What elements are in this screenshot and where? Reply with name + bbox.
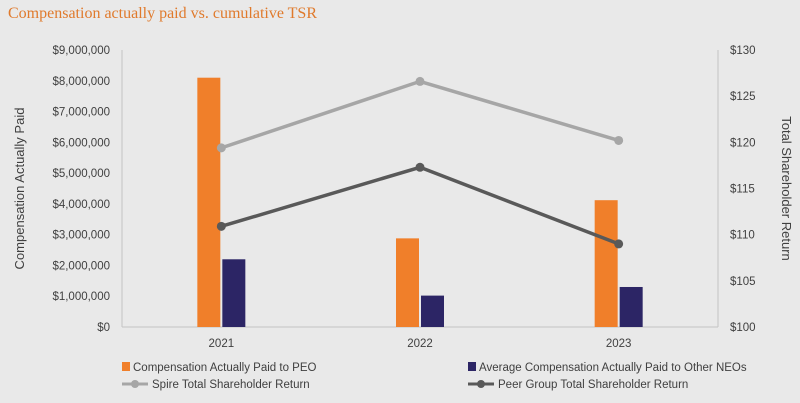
left-tick-label: $1,000,000 xyxy=(52,291,110,303)
right-tick-label: $115 xyxy=(730,184,755,196)
legend-label: Peer Group Total Shareholder Return xyxy=(498,379,688,391)
left-tick-label: $6,000,000 xyxy=(52,137,110,149)
legend-swatch xyxy=(468,362,476,371)
legend-marker xyxy=(131,380,139,388)
bar-peo xyxy=(594,200,618,327)
point-peer-tsr xyxy=(415,162,425,172)
legend-label: Average Compensation Actually Paid to Ot… xyxy=(479,362,747,374)
chart-legend: Compensation Actually Paid to PEO Average… xyxy=(122,362,747,391)
legend-swatch xyxy=(122,362,130,371)
chart-title: Compensation actually paid vs. cumulativ… xyxy=(8,5,317,22)
left-tick-label: $2,000,000 xyxy=(52,260,110,272)
legend-label: Spire Total Shareholder Return xyxy=(152,379,310,391)
bar-peo xyxy=(197,77,221,327)
left-tick-label: $8,000,000 xyxy=(52,76,110,88)
x-tick-label: 2023 xyxy=(606,338,632,350)
point-peer-tsr xyxy=(614,239,624,249)
left-tick-label: $3,000,000 xyxy=(52,230,110,242)
legend-label: Compensation Actually Paid to PEO xyxy=(133,362,317,374)
chart-bars xyxy=(197,77,643,327)
bar-other-neos xyxy=(421,295,444,327)
left-axis-title: Compensation Actually Paid xyxy=(12,108,27,270)
right-tick-label: $125 xyxy=(730,91,756,103)
right-tick-label: $105 xyxy=(730,276,756,288)
point-spire-tsr xyxy=(216,143,226,153)
line-spire-tsr xyxy=(220,79,620,150)
left-tick-label: $7,000,000 xyxy=(52,107,110,119)
bar-other-neos xyxy=(222,259,246,327)
legend-marker xyxy=(477,380,485,388)
left-tick-label: $4,000,000 xyxy=(52,199,110,211)
chart-lines xyxy=(216,76,624,249)
left-tick-label: $5,000,000 xyxy=(52,168,110,180)
right-tick-label: $120 xyxy=(730,137,756,149)
x-tick-label: 2022 xyxy=(407,338,433,350)
point-peer-tsr xyxy=(216,221,226,231)
line-peer-tsr xyxy=(220,165,620,246)
left-tick-label: $0 xyxy=(97,322,110,334)
right-axis-title: Total Shareholder Return xyxy=(779,116,794,261)
right-tick-label: $100 xyxy=(730,322,756,334)
right-tick-label: $110 xyxy=(730,230,755,242)
point-spire-tsr xyxy=(614,135,624,145)
x-tick-label: 2021 xyxy=(209,338,235,350)
chart-axes: $0 $1,000,000 $2,000,000 $3,000,000 $4,000,0… xyxy=(12,45,794,350)
bar-other-neos xyxy=(619,286,643,327)
point-spire-tsr xyxy=(415,76,425,86)
left-tick-label: $9,000,000 xyxy=(52,45,110,57)
bar-peo xyxy=(396,238,419,327)
right-tick-label: $130 xyxy=(730,45,756,57)
